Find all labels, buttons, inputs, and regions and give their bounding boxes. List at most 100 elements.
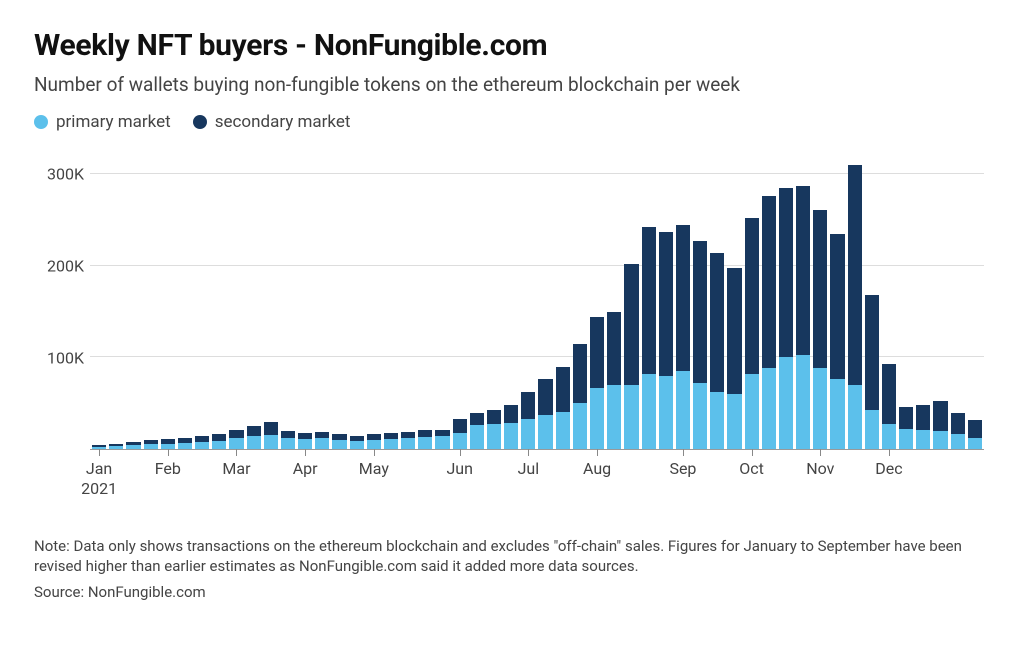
x-tick xyxy=(683,449,684,456)
bar-segment-secondary xyxy=(607,312,621,385)
bar-segment-primary xyxy=(556,412,570,449)
bar-segment-secondary xyxy=(538,379,552,416)
bar-segment-primary xyxy=(916,430,930,449)
bar-segment-secondary xyxy=(899,407,913,429)
legend-dot-secondary xyxy=(193,115,207,129)
bar-week xyxy=(779,156,793,449)
bar-week xyxy=(315,156,329,449)
bar-segment-primary xyxy=(933,431,947,449)
bars-container: Jan2021FebMarAprMayJunJulAugSepOctNovDec xyxy=(90,156,984,449)
bar-segment-secondary xyxy=(693,241,707,383)
x-tick xyxy=(305,449,306,456)
bar-segment-secondary xyxy=(676,225,690,372)
bar-segment-primary xyxy=(453,433,467,449)
bar-segment-primary xyxy=(298,439,312,449)
x-tick-label: Mar xyxy=(222,459,250,479)
y-tick-label: 200K xyxy=(34,257,84,276)
bar-segment-primary xyxy=(384,439,398,449)
bar-segment-primary xyxy=(521,419,535,449)
bar-week xyxy=(951,156,965,449)
bar-segment-secondary xyxy=(882,364,896,424)
bar-week xyxy=(710,156,724,449)
bar-week: Jun xyxy=(453,156,467,449)
bar-segment-secondary xyxy=(521,392,535,419)
bar-week xyxy=(401,156,415,449)
bar-segment-primary xyxy=(178,443,192,449)
bar-segment-primary xyxy=(899,429,913,449)
bar-segment-primary xyxy=(109,446,123,449)
bar-segment-primary xyxy=(830,379,844,450)
x-tick-label: Sep xyxy=(669,459,696,479)
bar-segment-secondary xyxy=(418,430,432,437)
bar-week xyxy=(247,156,261,449)
bar-segment-primary xyxy=(195,442,209,449)
x-tick xyxy=(374,449,375,456)
bar-week: Jul xyxy=(521,156,535,449)
legend-item-primary: primary market xyxy=(34,112,171,132)
bar-segment-secondary xyxy=(573,344,587,404)
bar-segment-primary xyxy=(813,368,827,449)
bar-segment-primary xyxy=(882,424,896,449)
x-tick-label: Feb xyxy=(155,459,181,479)
bar-segment-primary xyxy=(504,423,518,449)
bar-week xyxy=(487,156,501,449)
bar-week: Sep xyxy=(676,156,690,449)
bar-segment-secondary xyxy=(848,165,862,385)
bar-week xyxy=(933,156,947,449)
bar-segment-primary xyxy=(659,376,673,449)
bar-segment-primary xyxy=(727,394,741,449)
bar-week xyxy=(607,156,621,449)
bar-segment-secondary xyxy=(247,426,261,436)
bar-week xyxy=(538,156,552,449)
bar-week xyxy=(916,156,930,449)
bar-segment-secondary xyxy=(745,218,759,374)
bar-week xyxy=(332,156,346,449)
bar-week xyxy=(126,156,140,449)
x-tick-label: May xyxy=(359,459,389,479)
bar-week xyxy=(435,156,449,449)
bar-week xyxy=(144,156,158,449)
x-tick-label: Oct xyxy=(739,459,764,479)
legend-item-secondary: secondary market xyxy=(193,112,351,132)
bar-segment-secondary xyxy=(281,431,295,438)
bar-segment-secondary xyxy=(556,367,570,413)
bar-segment-primary xyxy=(968,438,982,449)
bar-week xyxy=(504,156,518,449)
legend: primary market secondary market xyxy=(34,112,990,132)
bar-week xyxy=(418,156,432,449)
x-tick xyxy=(597,449,598,456)
x-tick-label: Jan2021 xyxy=(81,459,117,499)
bar-segment-secondary xyxy=(796,186,810,354)
bar-segment-primary xyxy=(573,403,587,449)
bar-segment-primary xyxy=(126,445,140,449)
x-tick xyxy=(168,449,169,456)
bar-segment-primary xyxy=(796,355,810,449)
bar-segment-primary xyxy=(779,357,793,449)
y-tick-label: 300K xyxy=(34,165,84,184)
legend-label-secondary: secondary market xyxy=(215,112,351,132)
bar-week xyxy=(899,156,913,449)
chart-title: Weekly NFT buyers - NonFungible.com xyxy=(34,28,990,63)
bar-week xyxy=(178,156,192,449)
bar-week: Nov xyxy=(813,156,827,449)
bar-segment-primary xyxy=(848,385,862,449)
bar-segment-primary xyxy=(247,436,261,449)
bar-week: Aug xyxy=(590,156,604,449)
bar-segment-secondary xyxy=(727,268,741,394)
bar-week: Apr xyxy=(298,156,312,449)
bar-segment-secondary xyxy=(830,234,844,379)
x-tick-label: Apr xyxy=(293,459,318,479)
bar-segment-secondary xyxy=(470,413,484,425)
bar-week xyxy=(350,156,364,449)
chart: 100K200K300K Jan2021FebMarAprMayJunJulAu… xyxy=(34,150,990,490)
bar-week xyxy=(727,156,741,449)
chart-source: Source: NonFungible.com xyxy=(34,583,990,601)
bar-segment-primary xyxy=(538,415,552,449)
chart-note: Note: Data only shows transactions on th… xyxy=(34,536,990,577)
bar-segment-primary xyxy=(710,392,724,449)
bar-week xyxy=(848,156,862,449)
x-tick-label: Aug xyxy=(583,459,611,479)
x-tick xyxy=(528,449,529,456)
bar-week xyxy=(470,156,484,449)
bar-segment-secondary xyxy=(762,196,776,368)
